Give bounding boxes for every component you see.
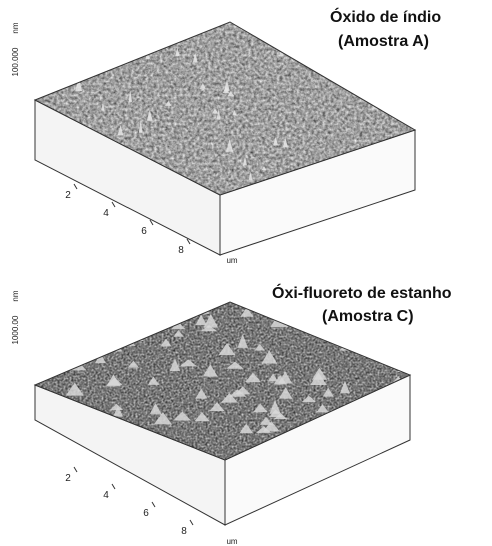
x-tick-label: 8 xyxy=(178,245,184,256)
x-axis-unit: um xyxy=(226,537,237,546)
surface-peak xyxy=(133,335,144,341)
tick-mark xyxy=(74,467,77,472)
x-tick-label: 2 xyxy=(65,473,71,484)
x-tick-label: 4 xyxy=(103,490,109,501)
x-tick-label: 6 xyxy=(143,508,149,519)
x-tick-label: 6 xyxy=(141,226,147,237)
figure: 100.000 nm 2 4 6 8 um Óxido de índio (Amostra A)… xyxy=(0,0,492,546)
surface-texture xyxy=(0,292,492,470)
panel-sample: (Amostra A) xyxy=(338,33,429,50)
z-axis-unit: nm xyxy=(11,22,20,33)
tick-mark xyxy=(152,502,155,507)
x-axis-unit: um xyxy=(226,256,237,265)
tick-mark xyxy=(112,202,115,207)
panel-title: Óxi-fluoreto de estanho xyxy=(272,283,452,302)
surface xyxy=(0,292,492,470)
tick-mark xyxy=(190,520,193,525)
afm-panel: 1000.00 nm 2 4 6 8 um Óxi-fluoreto de estanho (A… xyxy=(0,283,492,546)
panel-title: Óxido de índio xyxy=(330,7,441,26)
panel-sample: (Amostra C) xyxy=(322,308,414,325)
tick-mark xyxy=(74,184,77,189)
tick-mark xyxy=(112,484,115,489)
z-axis-label: 1000.00 xyxy=(11,315,20,344)
afm-panel: 100.000 nm 2 4 6 8 um Óxido de índio (Amostra A) xyxy=(0,7,492,265)
z-axis-unit: nm xyxy=(11,290,20,301)
x-tick-label: 2 xyxy=(65,190,71,201)
surface-peak xyxy=(120,333,135,346)
surface-peak xyxy=(196,303,209,313)
x-tick-label: 8 xyxy=(181,526,187,537)
z-axis-label: 100.000 xyxy=(11,47,20,76)
x-tick-label: 4 xyxy=(103,208,109,219)
